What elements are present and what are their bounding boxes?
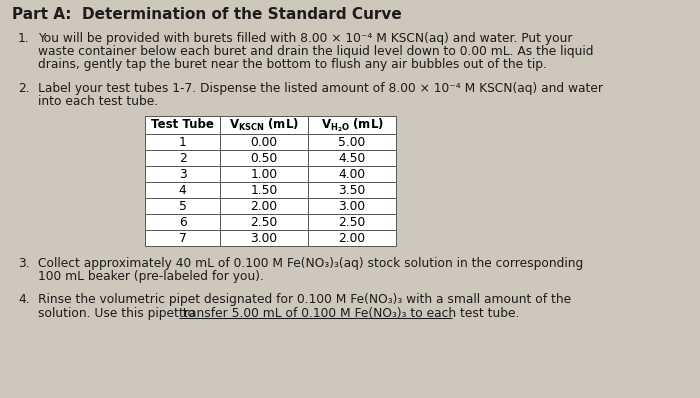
Text: 6: 6 [178,215,186,228]
Bar [220,198,308,214]
Text: 2.: 2. [18,82,29,95]
Text: 2.50: 2.50 [338,215,365,228]
Text: Label your test tubes 1-7. Dispense the listed amount of 8.00 × 10⁻⁴ M KSCN(aq) : Label your test tubes 1-7. Dispense the … [38,82,603,95]
Text: Collect approximately 40 mL of 0.100 M Fe(NO₃)₃(aq) stock solution in the corres: Collect approximately 40 mL of 0.100 M F… [38,257,583,270]
Bar [145,166,220,182]
Bar [308,150,396,166]
Text: 1.50: 1.50 [251,183,278,197]
Text: 5: 5 [178,199,186,213]
Text: 4.: 4. [18,293,29,306]
Text: 3.: 3. [18,257,29,270]
Bar [145,214,220,230]
Text: 4: 4 [178,183,186,197]
Text: 2.00: 2.00 [251,199,278,213]
Bar [308,182,396,198]
Text: 0.00: 0.00 [251,135,278,148]
Bar [308,198,396,214]
Bar [308,134,396,150]
Bar [308,230,396,246]
Text: $\mathbf{V}$$_{\mathbf{KSCN}}$ $\mathbf{(mL)}$: $\mathbf{V}$$_{\mathbf{KSCN}}$ $\mathbf{… [229,117,299,133]
Text: into each test tube.: into each test tube. [38,95,158,108]
Bar [145,116,220,134]
Text: 3.00: 3.00 [251,232,278,244]
Bar [145,198,220,214]
Bar [145,182,220,198]
Text: $\mathbf{V}$$_{\mathbf{H_2O}}$ $\mathbf{(mL)}$: $\mathbf{V}$$_{\mathbf{H_2O}}$ $\mathbf{… [321,116,384,134]
Bar [145,230,220,246]
Text: 0.50: 0.50 [251,152,278,164]
Text: 2.00: 2.00 [338,232,365,244]
Text: 1.: 1. [18,32,29,45]
Bar [308,166,396,182]
Text: transfer 5.00 mL of 0.100 M Fe(NO₃)₃ to each test tube.: transfer 5.00 mL of 0.100 M Fe(NO₃)₃ to … [179,306,520,320]
Bar [220,116,308,134]
Text: 4.50: 4.50 [338,152,365,164]
Bar [220,134,308,150]
Text: solution. Use this pipet to: solution. Use this pipet to [38,306,199,320]
Text: 3.00: 3.00 [338,199,365,213]
Text: Test Tube: Test Tube [151,119,214,131]
Text: waste container below each buret and drain the liquid level down to 0.00 mL. As : waste container below each buret and dra… [38,45,594,58]
Bar [308,116,396,134]
Text: 3: 3 [178,168,186,181]
Text: 2: 2 [178,152,186,164]
Bar [220,166,308,182]
Bar [308,214,396,230]
Text: 4.00: 4.00 [338,168,365,181]
Text: 1.00: 1.00 [251,168,278,181]
Text: You will be provided with burets filled with 8.00 × 10⁻⁴ M KSCN(aq) and water. P: You will be provided with burets filled … [38,32,573,45]
Bar [220,182,308,198]
Text: 100 mL beaker (pre-labeled for you).: 100 mL beaker (pre-labeled for you). [38,270,264,283]
Text: 1: 1 [178,135,186,148]
Bar [145,134,220,150]
Text: Part A:  Determination of the Standard Curve: Part A: Determination of the Standard Cu… [12,7,402,22]
Bar [220,150,308,166]
Bar [220,214,308,230]
Text: drains, gently tap the buret near the bottom to flush any air bubbles out of the: drains, gently tap the buret near the bo… [38,59,547,71]
Bar [145,150,220,166]
Text: Rinse the volumetric pipet designated for 0.100 M Fe(NO₃)₃ with a small amount o: Rinse the volumetric pipet designated fo… [38,293,571,306]
Text: 7: 7 [178,232,186,244]
Bar [220,230,308,246]
Text: 3.50: 3.50 [338,183,365,197]
Text: 5.00: 5.00 [338,135,365,148]
Text: 2.50: 2.50 [251,215,278,228]
